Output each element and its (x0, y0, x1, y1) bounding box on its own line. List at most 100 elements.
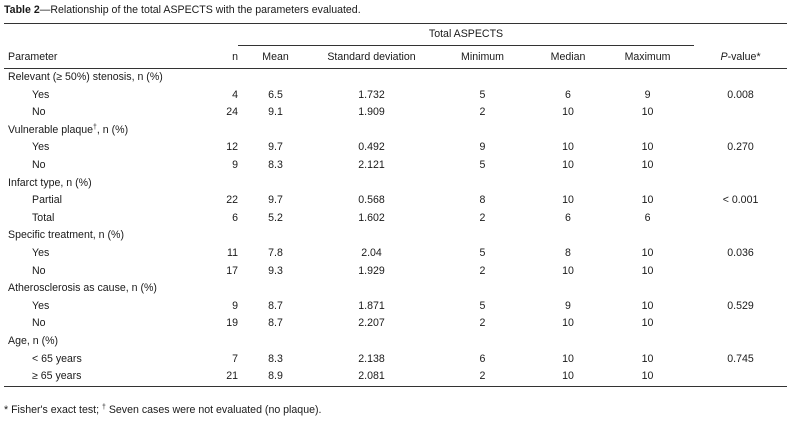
cell-minimum: 9 (479, 141, 486, 154)
cell-median: 10 (562, 194, 574, 207)
cell-minimum: 5 (479, 158, 486, 171)
row-label: No (32, 158, 46, 171)
cell-mean: 8.3 (268, 352, 283, 365)
cell-n: 17 (226, 264, 238, 277)
cell-mean: 6.5 (268, 88, 283, 101)
cell-minimum: 2 (479, 106, 486, 119)
row-label: ≥ 65 years (32, 370, 82, 383)
cell-n: 9 (232, 158, 238, 171)
cell-sd: 1.871 (358, 299, 385, 312)
col-header-n: n (232, 50, 238, 63)
cell-maximum: 6 (644, 211, 651, 224)
cell-pvalue (694, 263, 787, 281)
cell-median: 8 (565, 246, 571, 259)
cell-median: 10 (562, 141, 574, 154)
group-title-row: Age, n (%) (4, 333, 787, 351)
row-label: Partial (32, 194, 63, 207)
cell-maximum: 10 (641, 299, 654, 312)
cell-mean: 7.8 (268, 246, 283, 259)
table-row: ≥ 65 years 21 8.9 2.081 2 10 10 (4, 368, 788, 387)
group-title-row: Atherosclerosis as cause, n (%) (4, 280, 787, 298)
cell-mean: 9.7 (268, 194, 283, 207)
cell-minimum: 2 (479, 370, 486, 383)
group-title-row: Specific treatment, n (%) (4, 227, 787, 245)
pvalue-header-italic: P (720, 50, 728, 63)
cell-maximum: 10 (641, 370, 654, 383)
cell-maximum: 10 (641, 158, 654, 171)
cell-n: 12 (226, 141, 238, 154)
table-row: Yes 9 8.7 1.871 5 9 10 0.529 (4, 298, 787, 316)
cell-sd: 2.081 (358, 370, 385, 383)
table-caption-text: —Relationship of the total ASPECTS with … (39, 4, 361, 16)
row-label: No (32, 264, 46, 277)
cell-mean: 9.7 (268, 141, 283, 154)
col-header-pvalue: P-value* (694, 46, 787, 69)
table-body: Relevant (≥ 50%) stenosis, n (%) Yes 4 6.5 1… (4, 69, 788, 387)
cell-minimum: 8 (479, 194, 486, 207)
footnote-dagger: † (102, 404, 106, 411)
cell-pvalue (694, 104, 787, 122)
table-row: No 19 8.7 2.207 2 10 10 (4, 315, 787, 333)
cell-maximum: 10 (641, 106, 654, 119)
cell-mean: 9.3 (268, 264, 283, 277)
cell-maximum: 10 (641, 352, 654, 365)
cell-n: 6 (232, 211, 238, 224)
cell-maximum: 10 (641, 264, 654, 277)
group-title: Vulnerable plaque†, n (%) (4, 122, 787, 140)
cell-pvalue: 0.745 (727, 352, 754, 365)
cell-minimum: 2 (479, 211, 486, 224)
cell-sd: 2.207 (358, 317, 385, 330)
cell-maximum: 9 (644, 88, 651, 101)
cell-mean: 5.2 (268, 211, 283, 224)
cell-pvalue: 0.529 (727, 299, 754, 312)
group-title-text: Atherosclerosis as cause, n (%) (8, 282, 157, 295)
cell-maximum: 10 (641, 141, 654, 154)
cell-minimum: 2 (479, 264, 486, 277)
cell-mean: 9.1 (268, 106, 283, 119)
cell-sd: 2.138 (358, 352, 385, 365)
table-row: No 24 9.1 1.909 2 10 10 (4, 104, 787, 122)
table-row: Partial 22 9.7 0.568 8 10 10 < 0.001 (4, 192, 787, 210)
group-title: Age, n (%) (4, 333, 787, 351)
group-title-text: Vulnerable plaque (8, 123, 94, 136)
col-header-sd: Standard deviation (327, 51, 416, 63)
table-label: Table 2 (4, 4, 40, 16)
row-label: Yes (32, 299, 50, 312)
cell-sd: 1.602 (358, 211, 385, 224)
group-title-sup: † (93, 123, 97, 131)
cell-n: 21 (226, 370, 238, 383)
row-label: Yes (32, 246, 50, 259)
cell-pvalue: 0.270 (727, 141, 754, 154)
cell-pvalue (694, 315, 787, 333)
cell-n: 4 (232, 88, 238, 101)
footnote-star: * Fisher's exact test; (4, 404, 102, 416)
cell-mean: 8.3 (268, 158, 283, 171)
pvalue-header-rest: -value* (727, 50, 761, 63)
cell-maximum: 10 (641, 317, 654, 330)
group-title-suffix: , n (%) (96, 123, 129, 136)
cell-mean: 8.9 (268, 370, 283, 383)
cell-minimum: 5 (479, 246, 486, 259)
group-title-text: Relevant (≥ 50%) stenosis, n (%) (8, 71, 163, 83)
cell-maximum: 10 (641, 246, 654, 259)
group-header-row: Total ASPECTS (4, 23, 788, 46)
cell-n: 11 (227, 246, 238, 259)
cell-median: 6 (565, 211, 571, 224)
col-header-mean: Mean (262, 51, 289, 63)
cell-pvalue: 0.036 (727, 246, 754, 259)
footnote-text: Seven cases were not evaluated (no plaqu… (105, 404, 322, 416)
cell-sd: 0.492 (358, 141, 385, 154)
cell-n: 22 (226, 194, 238, 207)
cell-pvalue: < 0.001 (722, 194, 759, 207)
row-label: Yes (32, 141, 50, 154)
table-row: No 17 9.3 1.929 2 10 10 (4, 263, 787, 281)
cell-median: 6 (565, 88, 571, 101)
cell-sd: 2.121 (358, 158, 385, 171)
cell-sd: 1.732 (358, 88, 385, 101)
cell-median: 10 (562, 106, 574, 119)
row-label: < 65 years (32, 352, 82, 365)
group-title-text: Infarct type, n (%) (8, 176, 92, 189)
group-title-row: Relevant (≥ 50%) stenosis, n (%) (4, 69, 787, 87)
row-label: Total (32, 211, 55, 224)
group-title-row: Vulnerable plaque†, n (%) (4, 122, 787, 140)
